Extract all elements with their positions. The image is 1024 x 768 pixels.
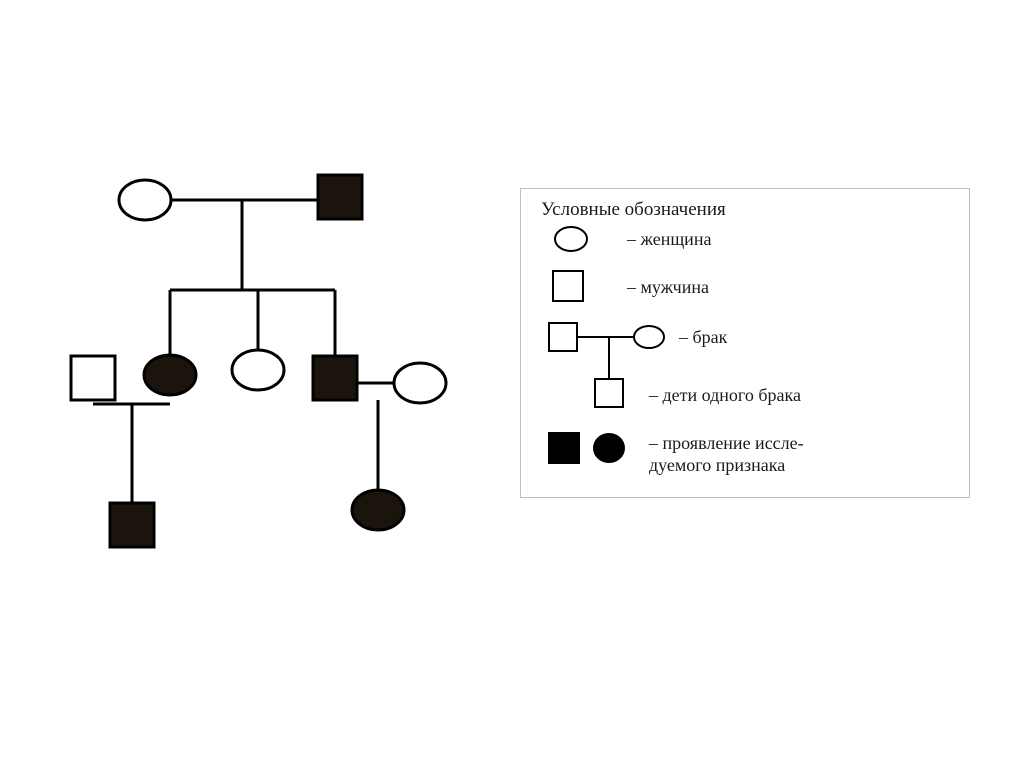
node-g2_d2: [232, 350, 284, 390]
node-g1_m: [318, 175, 362, 219]
legend-label: – проявление иссле-: [649, 433, 804, 454]
node-g2_h1: [71, 356, 115, 400]
legend-label: – женщина: [627, 229, 711, 250]
node-g2_w2: [394, 363, 446, 403]
node-g3_d2: [352, 490, 404, 530]
node-g1_f: [119, 180, 171, 220]
legend-label: – дети одного брака: [649, 385, 801, 406]
node-g2_d1: [144, 355, 196, 395]
legend-label: – брак: [679, 327, 727, 348]
node-g2_s: [313, 356, 357, 400]
legend-label: дуемого признака: [649, 455, 785, 476]
legend-label: – мужчина: [627, 277, 709, 298]
legend-box: Условные обозначения – женщина– мужчина–…: [520, 188, 970, 498]
node-g3_s1: [110, 503, 154, 547]
